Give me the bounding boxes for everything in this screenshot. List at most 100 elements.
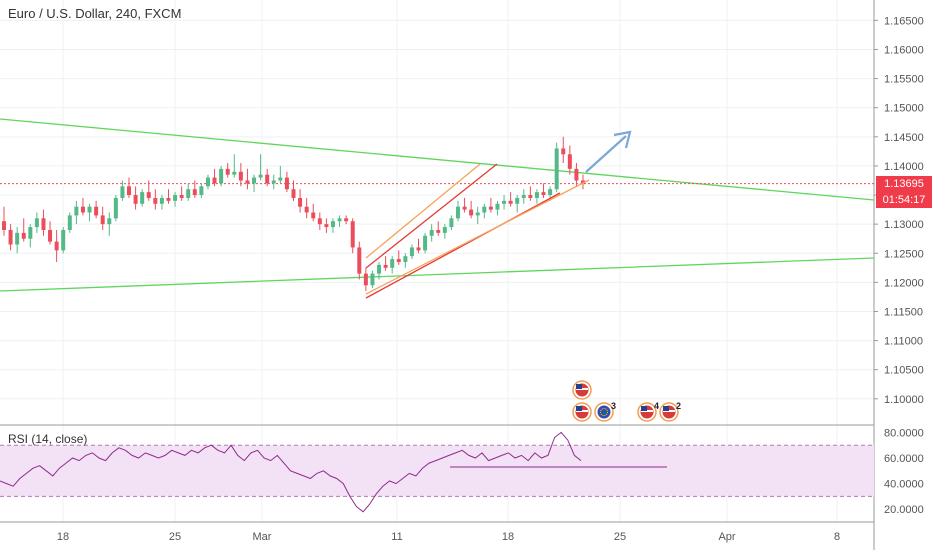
candle-body (409, 247, 414, 257)
candle-body (508, 200, 513, 204)
rsi-tick-label: 40.0000 (884, 479, 924, 491)
candle-body (67, 215, 72, 230)
candle-body (41, 218, 46, 230)
time-tick-label: 18 (57, 531, 69, 543)
rsi-band (0, 444, 874, 497)
candle-body (74, 206, 79, 216)
candle-body (534, 192, 539, 198)
candle-body (298, 197, 303, 207)
event-count: 3 (611, 401, 616, 411)
candle-body (54, 241, 59, 251)
price-tick-label: 1.15000 (884, 103, 924, 115)
time-tick-label: 8 (834, 531, 840, 543)
event-badges[interactable]: 3 4 2 (572, 380, 681, 422)
candle-body (265, 174, 270, 184)
time-axis[interactable]: 18 25 Mar 11 18 25 Apr 8 (57, 531, 840, 543)
candle-body (146, 192, 151, 198)
grid-lines (0, 0, 875, 550)
candle-body (436, 229, 441, 233)
candle-body (567, 154, 572, 169)
price-axis[interactable]: 1.16500 1.16000 1.15500 1.15000 1.14500 1.140… (874, 15, 924, 406)
eu-flag-fill (597, 405, 611, 419)
eu-flag-stars (600, 408, 608, 416)
candle-body (219, 168, 224, 184)
rsi-series (0, 431, 582, 513)
candle-body (159, 197, 164, 204)
time-tick-label: 18 (502, 531, 514, 543)
candle-body (317, 218, 322, 225)
candle-body (166, 197, 171, 201)
candle-body (561, 148, 566, 155)
candle-body (15, 232, 20, 245)
price-tick-label: 1.15500 (884, 74, 924, 86)
time-tick-label: 25 (614, 531, 626, 543)
candle-body (252, 177, 257, 184)
candle-body (291, 189, 296, 198)
candle-body (554, 148, 559, 190)
channel-red-upper (365, 163, 498, 269)
candle-body (21, 232, 26, 239)
price-tick-label: 1.16500 (884, 15, 924, 27)
price-tick-label: 1.16000 (884, 44, 924, 56)
candle-body (377, 264, 382, 274)
price-tick-label: 1.14500 (884, 132, 924, 144)
candle-body (311, 212, 316, 219)
time-tick-label: Apr (718, 531, 735, 543)
candle-body (245, 180, 250, 184)
candle-body (330, 221, 335, 228)
candle-body (100, 215, 105, 225)
candle-body (521, 195, 526, 198)
candle-body (495, 203, 500, 210)
symbol-title[interactable]: Euro / U.S. Dollar, 240, FXCM (8, 6, 182, 21)
channel-red-lower (365, 192, 561, 299)
candle-body (469, 209, 474, 216)
candle-body (324, 224, 329, 228)
candle-body (383, 264, 388, 268)
us-flag-icon[interactable]: 2 (659, 401, 681, 422)
candle-body (173, 195, 178, 201)
candle-body (212, 177, 217, 184)
candle-body (133, 195, 138, 204)
candle-body (429, 229, 434, 236)
candle-body (278, 177, 283, 181)
price-tick-label: 1.10500 (884, 365, 924, 377)
price-tick-label: 1.10000 (884, 394, 924, 406)
eu-flag-icon[interactable]: 3 (594, 401, 616, 422)
candle-body (192, 189, 197, 196)
candle-body (574, 168, 579, 181)
rsi-title[interactable]: RSI (14, close) (8, 432, 88, 446)
candle-body (548, 189, 553, 196)
price-tick-label: 1.11000 (884, 336, 923, 348)
candle-body (462, 206, 467, 210)
us-flag-icon[interactable] (572, 380, 592, 400)
forecast-arrow-line (585, 135, 627, 173)
candle-body (442, 227, 447, 233)
forecast-arrow-head (613, 130, 632, 149)
candle-body (488, 206, 493, 210)
candle-body (528, 195, 533, 198)
candle-body (515, 197, 520, 204)
candle-body (225, 168, 230, 175)
candle-body (502, 200, 507, 204)
us-flag-icon[interactable]: 4 (637, 401, 659, 422)
candle-body (423, 235, 428, 251)
candle-body (232, 171, 237, 175)
us-flag-canton (576, 384, 582, 389)
rsi-tick-label: 20.0000 (884, 504, 924, 516)
time-tick-label: 25 (169, 531, 181, 543)
rsi-tick-label: 60.0000 (884, 453, 924, 465)
candle-body (179, 195, 184, 198)
candle-body (2, 221, 6, 230)
candle-body (87, 206, 92, 213)
candle-body (238, 171, 243, 181)
candle-body (449, 218, 454, 228)
drawing-tools[interactable] (365, 130, 632, 299)
rsi-axis[interactable]: 80.0000 60.0000 40.0000 20.0000 (884, 427, 924, 516)
candle-body (416, 247, 421, 251)
price-tick-label: 1.11500 (884, 306, 923, 318)
trendlines (0, 118, 875, 292)
us-flag-icon[interactable] (572, 402, 592, 422)
channel-orange-upper (365, 163, 481, 259)
time-tick-label: 11 (391, 531, 402, 543)
